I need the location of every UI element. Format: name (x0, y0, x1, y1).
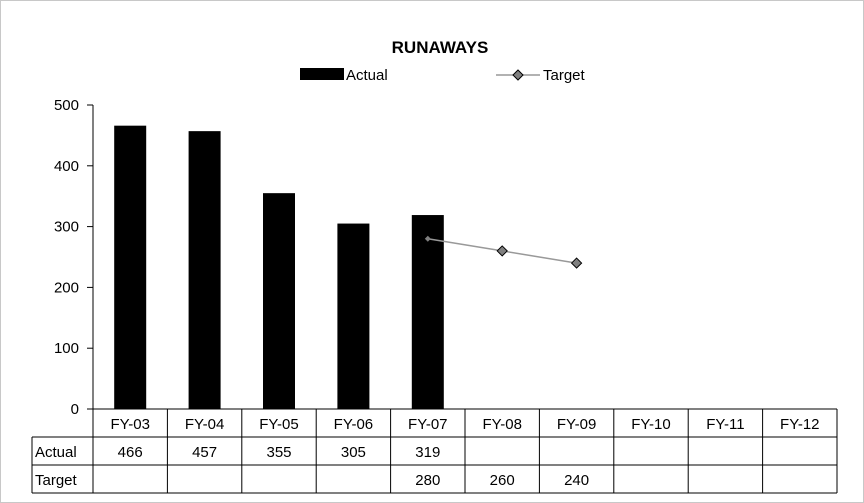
table-row-label: Target (35, 472, 78, 489)
table-cell: 355 (266, 444, 291, 461)
x-tick-label: FY-12 (780, 416, 819, 433)
y-tick-label: 0 (71, 401, 79, 418)
x-tick-label: FY-06 (334, 416, 373, 433)
y-tick-label: 400 (54, 158, 79, 175)
table-cell: 240 (564, 472, 589, 489)
x-tick-label: FY-08 (482, 416, 521, 433)
y-tick-label: 500 (54, 97, 79, 114)
bar-actual (189, 131, 221, 409)
table-cell: 280 (415, 472, 440, 489)
y-tick-label: 300 (54, 219, 79, 236)
y-tick-label: 200 (54, 279, 79, 296)
table-cell: 260 (490, 472, 515, 489)
table-row-label: Actual (35, 444, 77, 461)
table-cell: 319 (415, 444, 440, 461)
chart-title: RUNAWAYS (392, 38, 489, 57)
table-cell: 305 (341, 444, 366, 461)
x-tick-label: FY-04 (185, 416, 224, 433)
x-tick-label: FY-10 (631, 416, 670, 433)
bar-actual (114, 126, 146, 409)
table-cell: 466 (118, 444, 143, 461)
x-tick-label: FY-11 (706, 416, 744, 433)
bar-actual (263, 193, 295, 409)
table-cell: 457 (192, 444, 217, 461)
x-tick-label: FY-09 (557, 416, 596, 433)
x-tick-label: FY-03 (110, 416, 149, 433)
bar-actual (337, 224, 369, 409)
legend-label-target: Target (543, 67, 586, 84)
legend-label-actual: Actual (346, 67, 388, 84)
legend-swatch-actual (300, 68, 344, 80)
x-tick-label: FY-05 (259, 416, 298, 433)
x-tick-label: FY-07 (408, 416, 447, 433)
y-tick-label: 100 (54, 340, 79, 357)
bar-actual (412, 215, 444, 409)
